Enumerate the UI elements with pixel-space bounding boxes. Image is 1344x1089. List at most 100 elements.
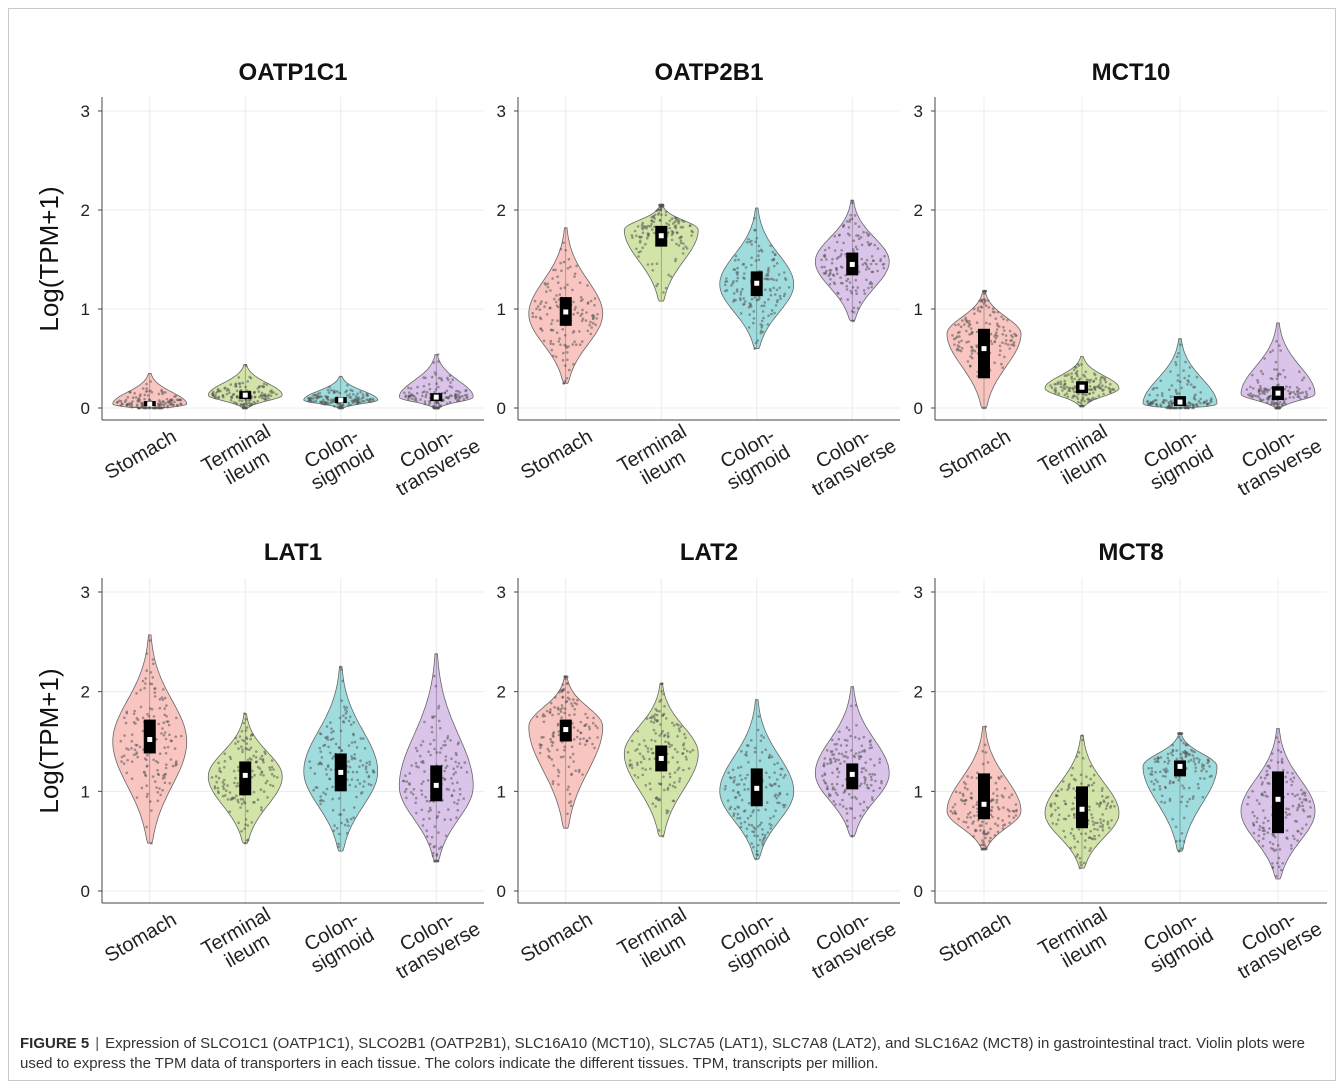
x-tick-label: Stomach [101,426,180,485]
y-tick-label: 1 [81,782,90,801]
figure-label: FIGURE 5 [20,1035,90,1052]
x-tick-label: Terminalileum [1035,903,1122,979]
x-tick-label: Colon-transverse [797,416,900,501]
median-marker [849,261,855,267]
y-tick-label: 2 [497,683,506,702]
y-tick-label: 3 [81,583,90,602]
x-tick-label: Colon-sigmoid [712,905,794,978]
figure-caption: FIGURE 5 | Expression of SLCO1C1 (OATP1C1)… [20,1034,1320,1074]
median-marker [147,401,153,407]
median-marker [1177,399,1183,405]
y-tick-label: 2 [497,201,506,220]
x-tick-label: Stomach [517,909,596,968]
x-tick-label: Stomach [101,909,180,968]
x-tick-label: Terminalileum [614,903,701,979]
jitter-points [723,715,789,861]
y-tick-label: 3 [497,102,506,121]
y-tick-label: 0 [497,399,506,418]
median-marker [1275,390,1281,396]
jitter-points [403,353,469,410]
median-marker [433,394,439,400]
median-marker [563,309,569,315]
y-tick-label: 1 [914,782,923,801]
median-marker [849,771,855,777]
x-tick-label: Colon-transverse [1223,416,1326,501]
median-marker [1275,796,1281,802]
jitter-points [401,674,469,863]
figure-charts: 0 1 2 3 OATP1C1 Log(TPM+1) Stomach Terminalileu… [34,59,1327,984]
x-tick-label: Terminalileum [1035,420,1122,496]
caption-text: Expression of SLCO1C1 (OATP1C1), SLCO2B1… [20,1035,1306,1072]
y-tick-label: 3 [914,583,923,602]
iqr-box [1272,771,1284,834]
median-marker [242,772,248,778]
jitter-points [1049,362,1116,408]
y-tick-label: 1 [497,300,506,319]
median-marker [1079,384,1085,390]
median-marker [658,755,664,761]
median-marker [338,769,344,775]
chart-title: OATP2B1 [655,59,764,86]
median-marker [147,737,153,743]
plot-area [102,97,484,420]
x-tick-label: Stomach [935,909,1014,968]
x-tick-label: Colon-transverse [797,899,900,984]
y-tick-label: 1 [497,782,506,801]
median-marker [981,346,987,352]
jitter-points [1245,340,1312,410]
x-tick-label: Terminalileum [198,420,285,496]
median-marker [1177,763,1183,769]
median-marker [1079,806,1085,812]
x-tick-label: Colon-transverse [381,416,484,501]
median-marker [981,801,987,807]
x-tick-label: Colon-sigmoid [712,422,794,495]
x-tick-label: Colon-transverse [1223,899,1326,984]
iqr-box [978,328,990,379]
iqr-box [239,761,252,796]
median-marker [754,785,760,791]
jitter-points [821,704,883,838]
chart-title: OATP1C1 [239,59,348,86]
y-tick-label: 2 [914,683,923,702]
y-tick-label: 3 [497,583,506,602]
y-tick-label: 0 [497,882,506,901]
y-tick-label: 2 [914,201,923,220]
median-marker [754,280,760,286]
jitter-points [115,380,183,410]
y-axis-label: Log(TPM+1) [34,186,64,331]
panel-mct10: 0 1 2 3 MCT10 Stomach Terminalileum Colon-sigmo… [914,59,1327,501]
y-tick-label: 0 [914,882,923,901]
y-tick-label: 0 [81,399,90,418]
x-tick-label: Colon-sigmoid [1136,905,1218,978]
y-tick-label: 2 [81,683,90,702]
iqr-box [143,719,156,754]
median-marker [242,392,248,398]
panel-mct8: 0 1 2 3 MCT8 Stomach Terminalileum Colon-sigmoi… [914,539,1327,984]
y-tick-label: 0 [914,399,923,418]
panel-lat2: 0 1 2 3 LAT2 Stomach Terminalileum Colon-sigmoi… [497,539,901,984]
x-tick-label: Colon-sigmoid [1136,422,1218,495]
jitter-points [531,241,599,385]
x-tick-label: Colon-transverse [381,899,484,984]
x-tick-label: Terminalileum [614,420,701,496]
chart-title: MCT8 [1098,539,1163,566]
median-marker [433,782,439,788]
median-marker [338,397,344,403]
x-tick-label: Colon-sigmoid [296,422,378,495]
x-tick-label: Terminalileum [198,903,285,979]
caption-separator: | [95,1035,100,1052]
median-marker [563,727,569,733]
y-axis-label: Log(TPM+1) [34,668,64,813]
y-tick-label: 1 [914,300,923,319]
chart-title: LAT1 [264,539,322,566]
y-tick-label: 0 [81,882,90,901]
median-marker [658,233,664,239]
y-tick-label: 3 [914,102,923,121]
chart-title: MCT10 [1092,59,1171,86]
panel-lat1: 0 1 2 3 LAT1 Log(TPM+1) Stomach Terminalileum Co… [34,539,484,984]
panel-oatp1c1: 0 1 2 3 OATP1C1 Log(TPM+1) Stomach Terminalileu… [34,59,484,501]
y-tick-label: 1 [81,300,90,319]
panel-oatp2b1: 0 1 2 3 OATP2B1 Stomach Terminalileum Colon-sig… [497,59,901,501]
y-tick-label: 3 [81,102,90,121]
iqr-box [978,773,990,820]
